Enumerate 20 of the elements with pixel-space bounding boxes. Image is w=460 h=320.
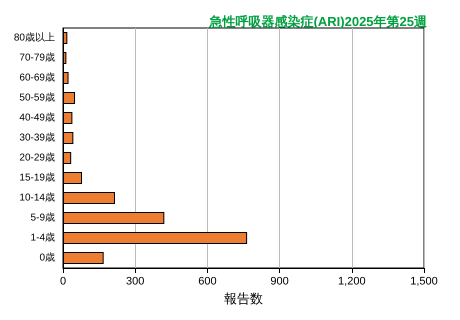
x-tick-label: 0 — [60, 276, 66, 288]
y-tick-label: 1-4歳 — [30, 232, 55, 244]
y-tick-label: 15-19歳 — [19, 172, 55, 184]
y-tick-label: 60-69歳 — [19, 72, 55, 84]
y-tick-label: 20-29歳 — [19, 152, 55, 164]
x-tick-label: 1,200 — [338, 276, 366, 288]
y-tick-label: 40-49歳 — [19, 112, 55, 124]
y-tick-label: 70-79歳 — [19, 52, 55, 64]
x-tick-label: 900 — [270, 276, 289, 288]
x-axis-title: 報告数 — [224, 291, 263, 306]
y-tick-label: 10-14歳 — [19, 192, 55, 204]
x-tick-label: 300 — [126, 276, 144, 288]
y-tick-label: 5-9歳 — [30, 212, 55, 224]
x-tick-label: 600 — [198, 276, 217, 288]
chart-title: 急性呼吸器感染症(ARI)2025年第25週 — [208, 14, 428, 29]
y-tick-label: 80歳以上 — [14, 32, 55, 44]
x-tick-label: 1,500 — [410, 276, 438, 288]
y-tick-label: 50-59歳 — [19, 92, 55, 104]
y-tick-label: 30-39歳 — [19, 132, 55, 144]
y-tick-label: 0歳 — [39, 252, 55, 264]
